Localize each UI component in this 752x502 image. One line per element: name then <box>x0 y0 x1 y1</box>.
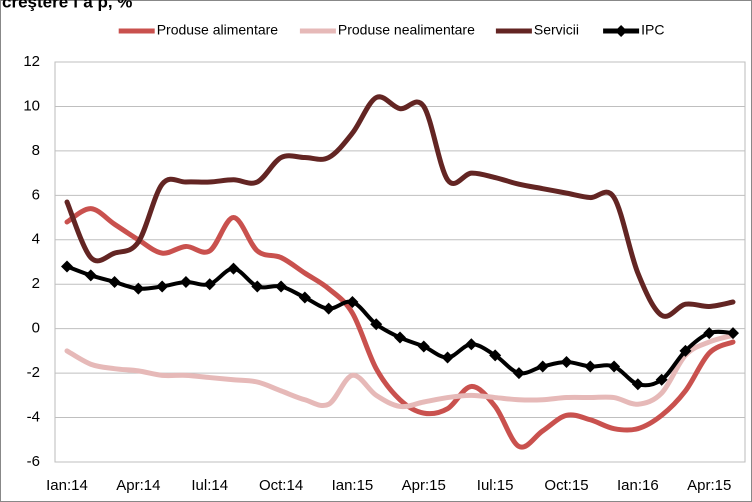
legend-marker <box>615 25 628 37</box>
legend-label: Produse alimentare <box>157 22 279 38</box>
marker <box>417 340 430 353</box>
y-tick-label: -2 <box>27 364 40 381</box>
marker <box>584 360 597 373</box>
marker <box>441 351 454 364</box>
x-tick-label: Iul:15 <box>477 477 514 494</box>
marker <box>703 327 716 340</box>
y-tick-label: 8 <box>32 142 40 159</box>
y-tick-label: 2 <box>32 275 40 292</box>
marker <box>227 262 240 275</box>
marker <box>489 349 502 362</box>
x-tick-label: Oct:15 <box>544 477 588 494</box>
x-tick-label: Apr:14 <box>116 477 160 494</box>
chart-title: creştere f a p, % <box>2 0 132 11</box>
marker <box>346 296 359 308</box>
y-tick-label: 0 <box>32 320 40 337</box>
x-tick-label: Ian:15 <box>332 477 374 494</box>
marker <box>394 331 406 344</box>
y-tick-label: 12 <box>23 53 40 70</box>
x-tick-label: Apr:15 <box>687 477 731 494</box>
marker <box>322 302 335 315</box>
series-line <box>64 94 736 319</box>
marker <box>251 280 264 293</box>
y-tick-label: 4 <box>32 231 40 248</box>
y-tick-label: -4 <box>27 409 40 426</box>
x-tick-label: Ian:16 <box>617 477 659 494</box>
marker <box>298 291 311 304</box>
marker <box>132 282 145 295</box>
x-tick-label: Iul:14 <box>191 477 228 494</box>
marker <box>631 378 644 391</box>
marker <box>370 318 383 331</box>
marker <box>179 276 192 288</box>
series-line <box>64 332 736 410</box>
legend-label: IPC <box>641 22 664 38</box>
legend: Produse alimentare Produse nealimentare Se… <box>118 22 664 38</box>
legend-label: Servicii <box>534 22 579 38</box>
marker <box>108 276 121 288</box>
marker <box>61 260 73 273</box>
marker <box>512 367 525 380</box>
marker <box>536 360 549 373</box>
y-tick-label: 10 <box>23 97 40 114</box>
marker <box>679 344 692 357</box>
x-tick-label: Ian:14 <box>46 477 88 494</box>
series-line <box>64 206 736 450</box>
marker <box>275 280 288 293</box>
marker <box>655 373 668 386</box>
marker <box>84 269 97 282</box>
marker <box>465 338 478 351</box>
marker <box>156 280 169 293</box>
x-tick-label: Apr:15 <box>402 477 446 494</box>
marker <box>608 360 621 373</box>
marker <box>203 278 216 291</box>
y-tick-label: -6 <box>27 453 40 470</box>
y-tick-label: 6 <box>32 186 40 203</box>
x-tick-label: Oct:14 <box>259 477 303 494</box>
legend-label: Produse nealimentare <box>338 22 475 38</box>
marker <box>727 327 739 340</box>
marker <box>560 356 573 368</box>
